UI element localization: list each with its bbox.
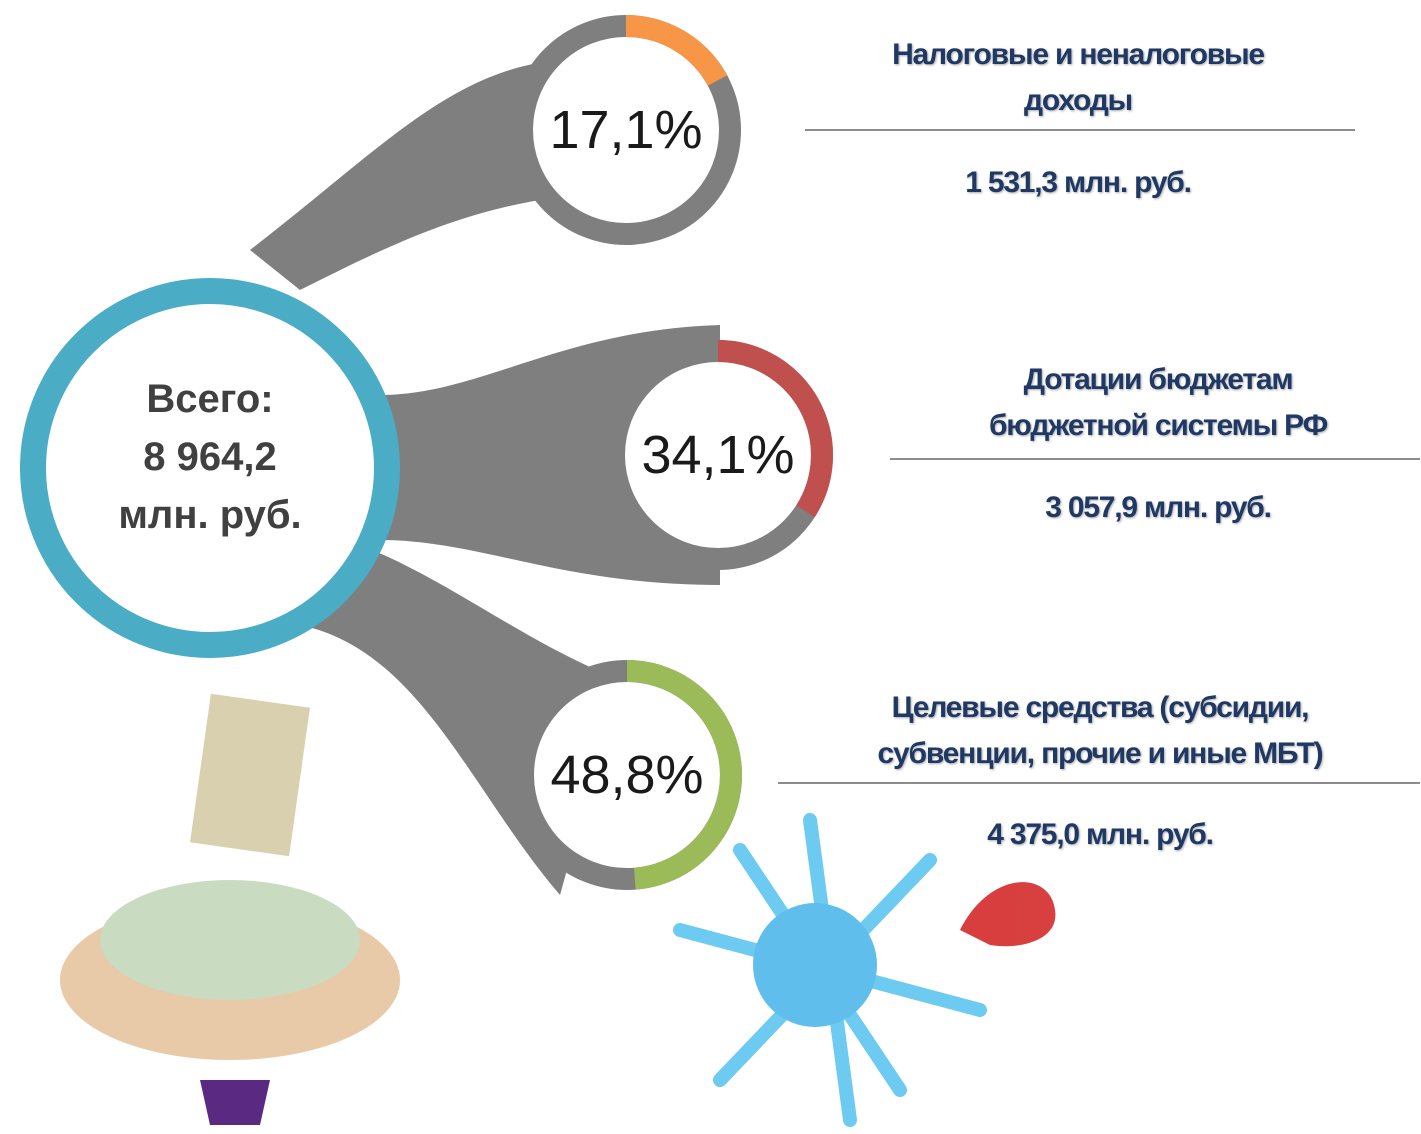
percent-label: 34,1% bbox=[641, 425, 794, 485]
category-label: Целевые средства (субсидии, субвенции, п… bbox=[850, 685, 1350, 777]
category-label: Налоговые и неналоговые доходы bbox=[888, 32, 1268, 124]
separator bbox=[890, 458, 1420, 460]
center-label: Всего: bbox=[146, 377, 273, 421]
percent-label: 48,8% bbox=[550, 745, 703, 805]
separator bbox=[805, 129, 1355, 131]
page: Всего: 8 964,2 млн. руб. 17,1% 34,1% 48,8%… bbox=[0, 0, 1421, 1134]
unit-label: млн. руб. bbox=[118, 493, 301, 537]
amount-label: 3 057,9 млн. руб. bbox=[948, 485, 1368, 531]
amount-label: 1 531,3 млн. руб. bbox=[888, 160, 1268, 206]
snowflake bbox=[680, 820, 1055, 1120]
separator bbox=[778, 782, 1420, 784]
percent-label: 17,1% bbox=[549, 100, 702, 160]
category-label: Дотации бюджетам бюджетной системы РФ bbox=[948, 357, 1368, 449]
connector bbox=[250, 60, 560, 290]
total-label: 8 964,2 bbox=[143, 435, 276, 479]
money-plant bbox=[60, 694, 400, 1125]
amount-label: 4 375,0 млн. руб. bbox=[850, 812, 1350, 858]
